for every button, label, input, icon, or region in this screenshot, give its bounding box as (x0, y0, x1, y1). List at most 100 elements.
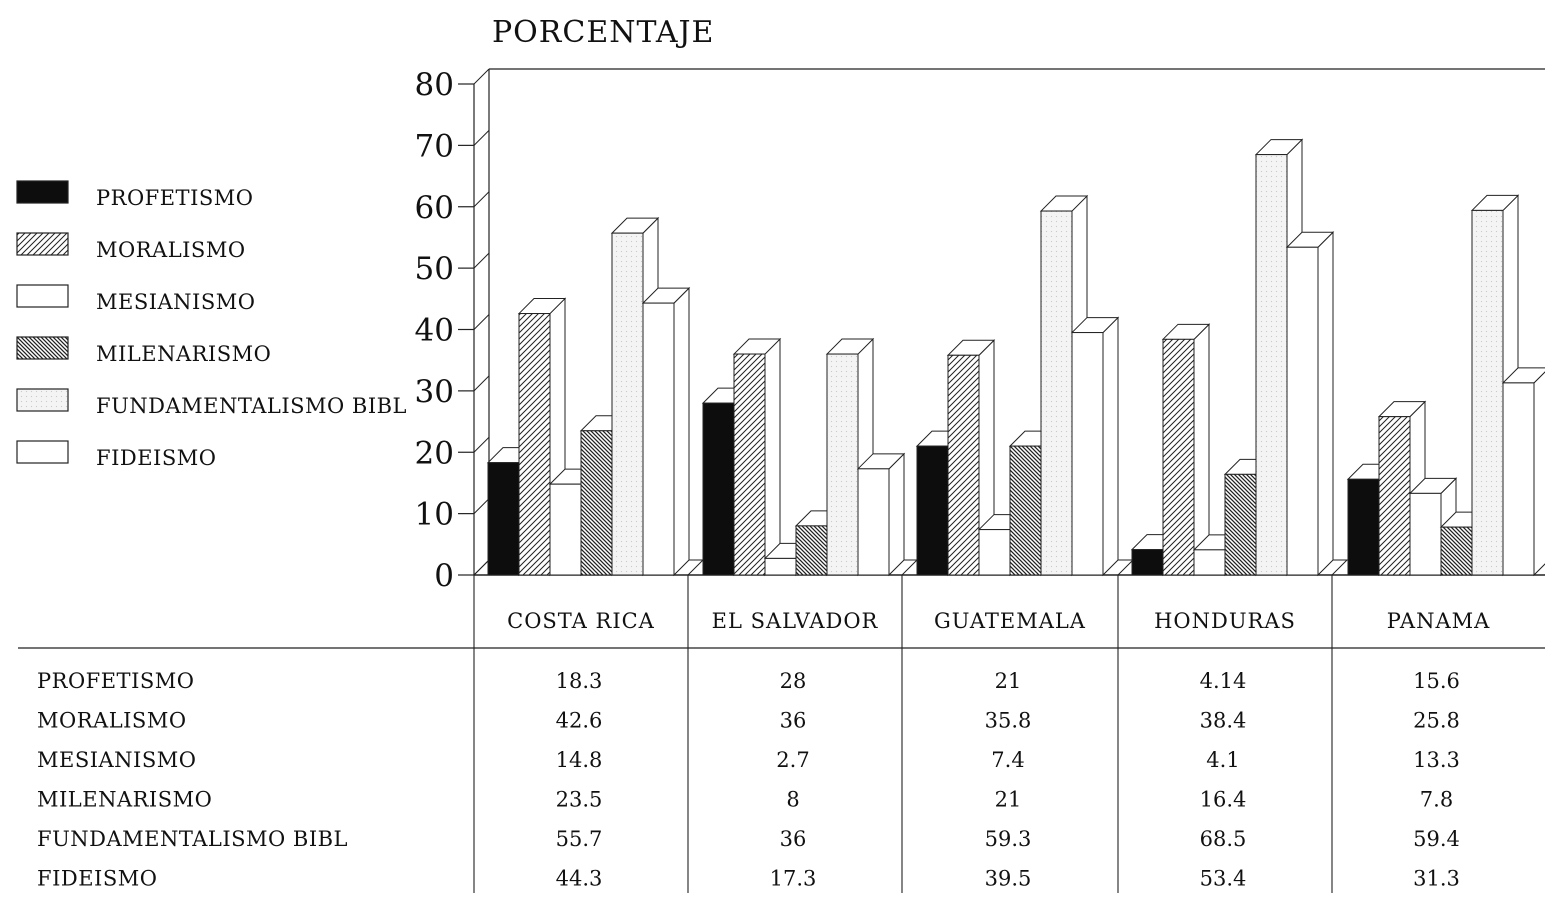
table-row-fideismo: FIDEISMO 44.3 17.3 39.5 53.4 31.3 (37, 867, 1460, 891)
y-tick-depth-line (473, 436, 490, 453)
bar-front-face (487, 462, 520, 576)
table-cell: 44.3 (556, 867, 603, 891)
bar-front-face (1409, 492, 1442, 576)
bar-side-face (888, 452, 905, 577)
floor-divider (901, 559, 918, 576)
bar-front-face (1440, 526, 1473, 576)
bar-front-face (1193, 549, 1226, 576)
floor-divider (1331, 559, 1348, 576)
table-cell: 15.6 (1413, 669, 1460, 693)
bar-side-face (1317, 231, 1334, 577)
table-cell: 4.1 (1206, 748, 1239, 772)
bar-front-face (764, 557, 797, 576)
table-cell: 2.7 (776, 748, 809, 772)
bar-front-face (857, 468, 890, 576)
bar-fideismo-guatemala (1070, 316, 1120, 577)
bar-front-face (1131, 549, 1164, 576)
y-tick-depth-line (473, 375, 490, 392)
bar-front-face (518, 313, 551, 576)
y-tick-label: 30 (415, 374, 454, 410)
bar-front-face (1255, 154, 1288, 576)
table-row-profetismo: PROFETISMO 18.3 28 21 4.14 15.6 (37, 669, 1460, 693)
bar-group-panama (1346, 194, 1545, 577)
legend-item-profetismo: PROFETISMO (16, 180, 253, 210)
bar-fundamentalismo-bibl-el-salvador (825, 337, 875, 577)
table-cell: 14.8 (556, 748, 603, 772)
y-tick-label: 60 (415, 190, 454, 226)
y-tick-depth-line (473, 498, 490, 514)
table-cell: 23.5 (556, 788, 603, 812)
table-row-label: MILENARISMO (37, 788, 212, 812)
table-row-moralismo: MORALISMO 42.6 36 35.8 38.4 25.8 (37, 709, 1460, 733)
table-cell: 28 (780, 669, 807, 693)
legend-label: MORALISMO (96, 238, 246, 262)
y-tick-depth-line (473, 68, 490, 85)
bar-moralismo-el-salvador (732, 337, 782, 577)
table-cell: 21 (995, 669, 1022, 693)
bar-side-face (1533, 371, 1545, 577)
bar-front-face (580, 430, 613, 576)
table-row-fundamentalismo-bibl: FUNDAMENTALISMO BIBL 55.7 36 59.3 68.5 59.4 (37, 827, 1460, 851)
bar-group-el-salvador (701, 337, 906, 577)
y-tick-label: 70 (415, 128, 454, 164)
bar-front-face (916, 445, 949, 576)
bar-front-face (978, 529, 1011, 576)
data-table: COSTA RICA EL SALVADOR GUATEMALA HONDURAS PA… (18, 575, 1545, 893)
legend-swatch (16, 440, 69, 464)
bar-fideismo-costa-rica (641, 286, 691, 577)
y-tick-depth-line (473, 130, 490, 146)
y-tick-depth-line (473, 314, 490, 330)
bar-front-face (1071, 332, 1104, 576)
bar-front-face (1286, 246, 1319, 576)
legend-label: FUNDAMENTALISMO BIBL (96, 394, 407, 418)
legend-swatch (16, 388, 69, 412)
table-cell: 38.4 (1200, 709, 1247, 733)
bar-front-face (1040, 210, 1073, 576)
table-row-label: MORALISMO (37, 709, 187, 733)
bar-front-face (1162, 338, 1195, 576)
bar-side-face (764, 337, 781, 577)
category-label-honduras: HONDURAS (1154, 609, 1296, 633)
table-cell: 7.8 (1420, 788, 1453, 812)
bar-front-face (947, 354, 980, 576)
table-cell: 4.14 (1200, 669, 1247, 693)
legend-item-moralismo: MORALISMO (16, 232, 246, 262)
table-cell: 53.4 (1200, 867, 1247, 891)
bar-front-face (642, 302, 675, 576)
table-cell: 39.5 (985, 867, 1032, 891)
legend-item-mesianismo: MESIANISMO (16, 284, 255, 314)
bar-front-face (795, 525, 828, 576)
bar-side-face (1102, 316, 1119, 577)
bar-fideismo-panama (1501, 367, 1545, 577)
bar-front-face (611, 232, 644, 576)
bar-front-face (1347, 478, 1380, 576)
table-cell: 36 (780, 827, 807, 851)
legend-label: MESIANISMO (96, 290, 255, 314)
legend-item-fideismo: FIDEISMO (16, 440, 216, 470)
category-label-guatemala: GUATEMALA (934, 609, 1086, 633)
y-tick-label: 0 (434, 558, 454, 594)
legend-item-fundamentalismo-bibl: FUNDAMENTALISMO BIBL (16, 388, 407, 418)
table-cell: 31.3 (1413, 867, 1460, 891)
bar-front-face (733, 353, 766, 576)
table-cell: 7.4 (991, 748, 1024, 772)
table-row-label: PROFETISMO (37, 669, 194, 693)
table-cell: 59.3 (985, 827, 1032, 851)
table-cell: 21 (995, 788, 1022, 812)
table-cell: 59.4 (1413, 827, 1460, 851)
bar-front-face (826, 353, 859, 576)
floor-divider (1117, 559, 1134, 576)
table-cell: 8 (786, 788, 799, 812)
legend: PROFETISMO MORALISMO MESIANISMO MILENARISMO… (16, 180, 407, 470)
floor-divider (687, 559, 704, 576)
table-cell: 42.6 (556, 709, 603, 733)
bar-front-face (1502, 382, 1535, 576)
table-row-label: MESIANISMO (37, 748, 196, 772)
y-tick-label: 80 (415, 67, 454, 103)
bar-side-face (673, 286, 690, 577)
bar-front-face (702, 402, 735, 576)
bar-fideismo-honduras (1285, 231, 1335, 577)
legend-swatch (16, 180, 69, 204)
category-label-costa-rica: COSTA RICA (507, 609, 655, 633)
